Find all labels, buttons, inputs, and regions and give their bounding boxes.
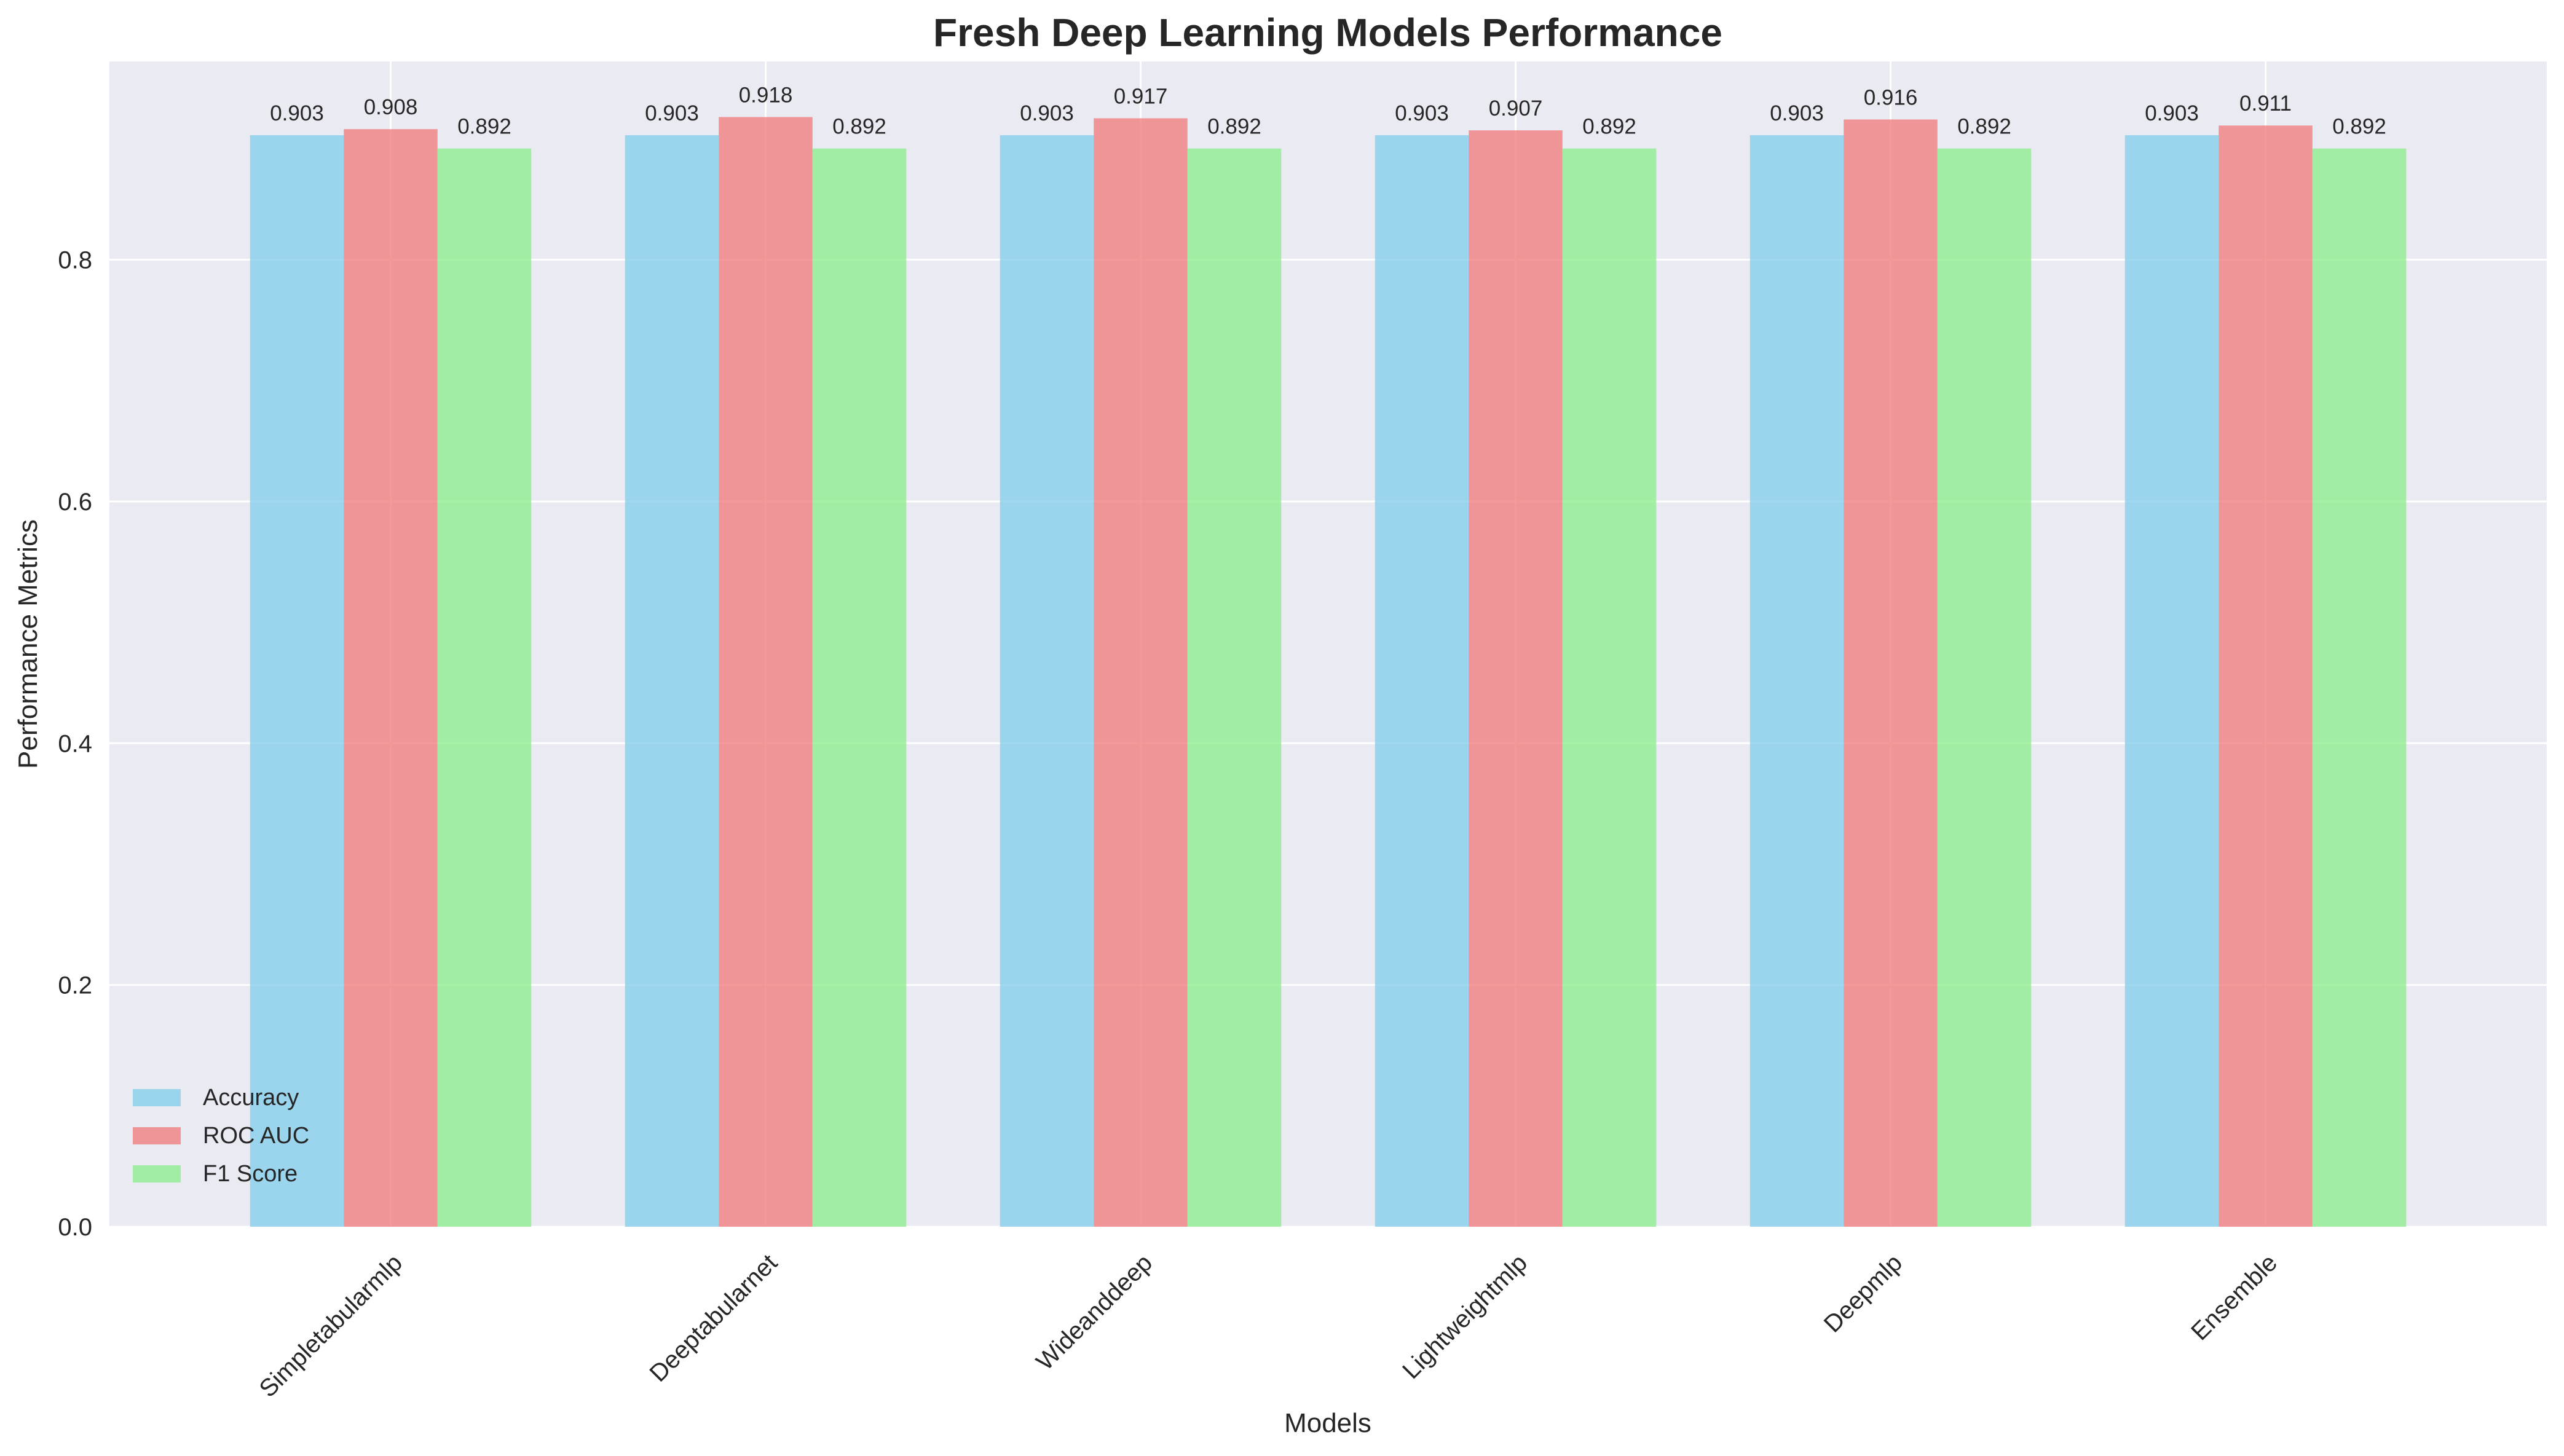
legend-label: Accuracy bbox=[203, 1085, 299, 1111]
bar-roc-auc bbox=[719, 117, 813, 1227]
bar-value-label: 0.892 bbox=[1207, 115, 1261, 139]
y-tick-label: 0.8 bbox=[58, 247, 92, 274]
x-tick-label: Ensemble bbox=[2186, 1249, 2282, 1345]
bar-value-label: 0.892 bbox=[2332, 115, 2386, 139]
bar-f1-score bbox=[1187, 148, 1282, 1227]
bar-roc-auc bbox=[1094, 118, 1188, 1227]
bar-roc-auc bbox=[1469, 130, 1563, 1227]
bar-value-label: 0.903 bbox=[645, 101, 699, 125]
bar-accuracy bbox=[1000, 135, 1094, 1227]
bar-f1-score bbox=[437, 148, 532, 1227]
bar-value-label: 0.892 bbox=[457, 115, 511, 139]
bar-roc-auc bbox=[1844, 119, 1938, 1227]
y-tick-label: 0.2 bbox=[58, 972, 92, 999]
chart-title: Fresh Deep Learning Models Performance bbox=[933, 10, 1722, 55]
bar-value-label: 0.903 bbox=[1020, 101, 1074, 125]
bar-f1-score bbox=[1562, 148, 1657, 1227]
legend-label: F1 Score bbox=[203, 1161, 298, 1187]
x-tick-label: Deeptabularnet bbox=[645, 1249, 783, 1387]
bar-value-label: 0.892 bbox=[1582, 115, 1636, 139]
bar-value-label: 0.903 bbox=[1395, 101, 1449, 125]
x-axis-label: Models bbox=[1284, 1408, 1371, 1438]
x-tick-label: Wideanddeep bbox=[1031, 1249, 1158, 1375]
x-tick-label: Simpletabularmlp bbox=[254, 1249, 408, 1403]
bar-value-label: 0.908 bbox=[364, 95, 418, 119]
bar-accuracy bbox=[1375, 135, 1469, 1227]
bar-accuracy bbox=[2124, 135, 2219, 1227]
x-tick-label: Lightweightmlp bbox=[1397, 1249, 1532, 1384]
y-tick-label: 0.0 bbox=[58, 1214, 92, 1241]
bar-value-label: 0.903 bbox=[1770, 101, 1824, 125]
bar-f1-score bbox=[812, 148, 907, 1227]
bar-value-label: 0.911 bbox=[2239, 92, 2292, 116]
bar-value-label: 0.903 bbox=[2145, 101, 2199, 125]
x-tick-label: Deepmlp bbox=[1819, 1249, 1907, 1337]
bar-accuracy bbox=[1749, 135, 1844, 1227]
bar-f1-score bbox=[2312, 148, 2407, 1227]
bar-roc-auc bbox=[344, 129, 438, 1227]
y-tick-label: 0.4 bbox=[58, 730, 92, 757]
bar-value-label: 0.907 bbox=[1489, 96, 1543, 120]
bar-f1-score bbox=[1937, 148, 2032, 1227]
bar-value-label: 0.916 bbox=[1864, 85, 1918, 109]
bar-roc-auc bbox=[2219, 125, 2313, 1227]
legend-swatch bbox=[133, 1165, 181, 1183]
y-axis-label: Performance Metrics bbox=[13, 519, 43, 769]
legend-swatch bbox=[133, 1127, 181, 1144]
bar-value-label: 0.892 bbox=[1957, 115, 2011, 139]
legend-label: ROC AUC bbox=[203, 1123, 309, 1149]
bar-value-label: 0.918 bbox=[739, 83, 793, 107]
bar-accuracy bbox=[625, 135, 719, 1227]
bar-value-label: 0.892 bbox=[832, 115, 886, 139]
bar-value-label: 0.917 bbox=[1114, 84, 1168, 108]
y-tick-label: 0.6 bbox=[58, 489, 92, 516]
bar-value-label: 0.903 bbox=[270, 101, 324, 125]
bar-accuracy bbox=[250, 135, 344, 1227]
legend-swatch bbox=[133, 1089, 181, 1106]
